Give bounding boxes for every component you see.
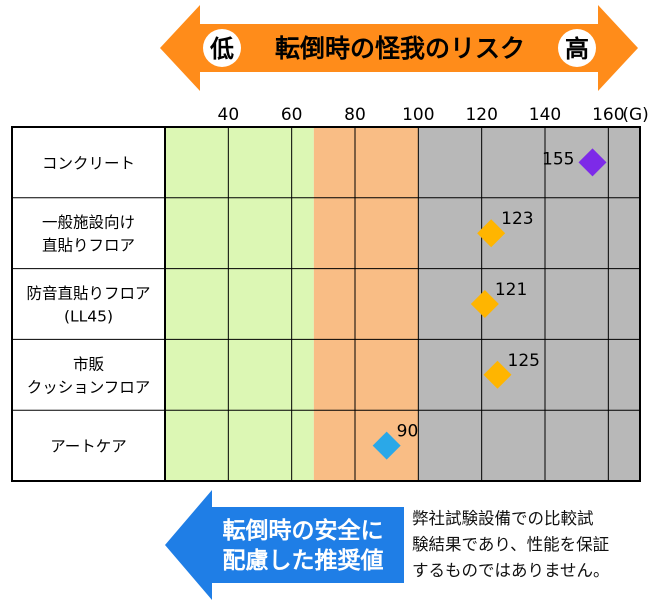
zone-1 [313, 127, 419, 481]
high-badge [558, 29, 596, 67]
data-label-1: 123 [501, 209, 533, 229]
category-label-4-0: アートケア [50, 438, 127, 456]
category-label-0-0: コンクリート [42, 154, 135, 172]
recommend-arrow [165, 490, 404, 600]
tick-label-160: 160 [592, 105, 624, 125]
tick-label-40: 40 [218, 105, 240, 125]
category-label-1-1: 直貼りフロア [42, 237, 135, 255]
x-axis-ticks: 40 60 80 100 120 140 160(G) [218, 105, 649, 125]
unit-label: (G) [622, 105, 648, 125]
data-label-2: 121 [495, 280, 527, 300]
category-label-3-1: クッションフロア [27, 378, 151, 396]
zone-2 [418, 127, 640, 481]
data-point-0 [578, 148, 607, 177]
tick-label-140: 140 [529, 105, 561, 125]
data-label-3: 125 [508, 351, 540, 371]
footnote-line-2: 験結果であり、性能を保証 [412, 535, 610, 554]
low-badge [203, 29, 241, 67]
data-point-4 [372, 431, 401, 460]
footnote: 弊社試験設備での比較試 験結果であり、性能を保証 するものではありません。 [412, 506, 662, 584]
data-point-1 [477, 219, 506, 248]
risk-title: 転倒時の怪我のリスク [275, 34, 525, 63]
category-label-2-0: 防音直貼りフロア [26, 285, 150, 303]
data-label-0: 155 [542, 149, 574, 169]
category-label-2-1: (LL45) [64, 308, 113, 326]
recommend-line-2: 配慮した推奨値 [223, 548, 384, 574]
data-label-4: 90 [397, 422, 419, 442]
low-label: 低 [209, 35, 234, 63]
data-point-3 [483, 360, 512, 389]
category-label-3-0: 市販 [73, 355, 105, 373]
zone-0 [165, 127, 314, 481]
gridlines [11, 126, 641, 482]
high-label: 高 [565, 35, 589, 63]
risk-scale-arrow [160, 5, 638, 91]
data-point-2 [470, 290, 499, 318]
plot-frame [11, 126, 641, 482]
footnote-line-1: 弊社試験設備での比較試 [412, 509, 594, 528]
footnote-line-3: するものではありません。 [412, 561, 610, 580]
risk-zones [165, 127, 640, 481]
recommend-line-1: 転倒時の安全に [223, 517, 384, 544]
tick-label-100: 100 [402, 105, 434, 125]
tick-label-60: 60 [281, 105, 303, 125]
tick-label-80: 80 [344, 105, 366, 125]
data-points: 155 123 121 125 90 [372, 148, 607, 460]
category-label-1-0: 一般施設向け [42, 214, 135, 232]
tick-label-120: 120 [465, 105, 497, 125]
